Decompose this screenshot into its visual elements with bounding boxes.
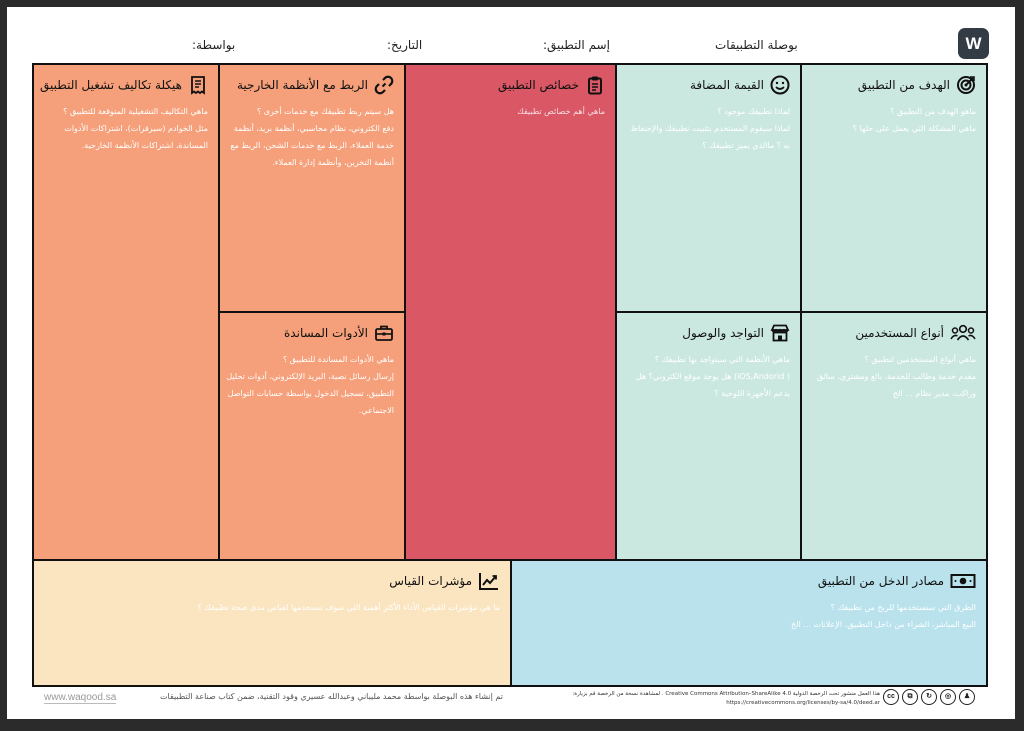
cell-kpi[interactable]: مؤشرات القياس ما هي مؤشرات القياس الأداء… [34,561,510,685]
license-line: هذا العمل منشور تحت الرخصة الدولية Creat… [572,691,880,697]
target-icon [956,75,976,95]
cell-tools-line: التطبيق، تسجيل الدخول بواسطة حسابات التو… [227,389,394,398]
license-text: هذا العمل منشور تحت الرخصة الدولية Creat… [572,690,880,708]
clipboard-icon [585,75,605,95]
cell-reach[interactable]: التواجد والوصول ماهي الأنظمة التي سيتواج… [617,313,800,559]
store-icon [770,323,790,343]
cc-icon: cc [883,689,899,705]
footer-credit: تم إنشاء هذه البوصلة بواسطة محمد مليباني… [160,692,503,701]
cell-goal[interactable]: الهدف من التطبيق ماهو الهدف من التطبيق ؟… [802,65,986,311]
cell-costs-line: مثل الخوادم (سيرفرات)، اشتراكات الأدوات [64,124,208,133]
cell-costs-title-row: هيكلة تكاليف تشغيل التطبيق [40,75,208,95]
cell-revenue-title: مصادر الدخل من التطبيق [817,574,944,588]
cell-value-line: به ؟ ماالذي يميز تطبيقك ؟ [702,141,790,150]
receipt-icon [188,75,208,95]
date-label: التاريخ: [387,38,423,52]
cell-reach-line: ( iOS,Andorid) هل يوجد موقع الكتروني؟ هل [635,372,790,381]
cell-value[interactable]: القيمة المضافة لماذا تطبيقك موجود ؟ لماذ… [617,65,800,311]
cell-features-line: ماهي أهم خصائص تطبيقك [517,107,605,116]
cell-features[interactable]: خصائص التطبيق ماهي أهم خصائص تطبيقك [406,65,615,559]
cc-license-icons: cc ⧉ ↻ ◎ ♟ [883,689,975,705]
cell-tools-line: ماهي الأدوات المساندة للتطبيق ؟ [282,355,394,364]
cell-costs[interactable]: هيكلة تكاليف تشغيل التطبيق ماهي التكاليف… [34,65,218,559]
nc-icon: ◎ [940,689,956,705]
cell-integrations-line: هل سيتم ربط تطبيقك مع خدمات أخرى ؟ [256,107,394,116]
cell-goal-title: الهدف من التطبيق [857,78,950,92]
cell-value-title-row: القيمة المضافة [627,75,790,95]
cell-costs-line: ماهي التكاليف التشغيلية المتوقعة للتطبيق… [63,107,208,116]
cell-goal-line: ماهو الهدف من التطبيق ؟ [890,107,976,116]
share-icon: ⧉ [902,689,918,705]
cell-users-line: مقدم خدمة وطالب للخدمة، بائع ومشتري، سائ… [816,372,976,381]
cell-features-title-row: خصائص التطبيق [416,75,605,95]
toolbox-icon [374,323,394,343]
cell-integrations-line: أنظمة التخزين، وأنظمة إدارة العملاء. [272,158,394,167]
cell-value-line: لماذا سيقوم المستخدم بتثبيت تطبيقك والإح… [630,124,790,133]
smiley-icon [770,75,790,95]
license-url[interactable]: https://creativecommons.org/licenses/by-… [726,700,880,706]
cell-revenue-title-row: مصادر الدخل من التطبيق [522,571,976,591]
cell-kpi-title-row: مؤشرات القياس [44,571,500,591]
cell-revenue[interactable]: مصادر الدخل من التطبيق الطرق التي ستستخد… [512,561,986,685]
banknote-icon [950,571,976,591]
cell-tools-title-row: الأدوات المساندة [230,323,394,343]
cell-integrations[interactable]: الربط مع الأنظمة الخارجية هل سيتم ربط تط… [220,65,404,311]
cell-reach-title-row: التواجد والوصول [627,323,790,343]
cell-costs-line: المساندة، اشتراكات الأنظمة الخارجية. [81,141,208,150]
attribution-icon: ♟ [959,689,975,705]
cell-revenue-line: البيع المباشر، الشراء من داخل التطبيق، ا… [791,620,976,629]
app-name-label: إسم التطبيق: [543,38,610,52]
cell-costs-title: هيكلة تكاليف تشغيل التطبيق [40,78,182,92]
cell-users[interactable]: أنواع المستخدمين ماهي أنواع المستخدمين ل… [802,313,986,559]
website-link[interactable]: www.waqood.sa [44,692,117,704]
trend-chart-icon [478,571,500,591]
cell-tools[interactable]: الأدوات المساندة ماهي الأدوات المساندة ل… [220,313,404,559]
cell-tools-line: إرسال رسائل نصية، البريد الإلكتروني، أدو… [226,372,394,381]
cell-revenue-line: الطرق التي ستستخدمها للربح من تطبيقك ؟ [830,603,976,612]
cell-goal-line: ماهي المشكلة التي يعمل على حلها ؟ [852,124,976,133]
cell-users-title-row: أنواع المستخدمين [812,323,976,343]
cell-integrations-title-row: الربط مع الأنظمة الخارجية [230,75,394,95]
users-icon [950,323,976,343]
cell-integrations-line: دفع الكتروني، نظام محاسبي، أنظمة بريد، أ… [233,124,394,133]
cell-kpi-title: مؤشرات القياس [389,574,472,588]
cell-goal-title-row: الهدف من التطبيق [812,75,976,95]
cell-users-title: أنواع المستخدمين [855,326,944,340]
cell-reach-line: ماهي الأنظمة التي سيتواجد بها تطبيقك ؟ [654,355,790,364]
cell-users-line: ماهي أنواع المستخدمين لتطبيق ؟ [864,355,976,364]
by-label: بواسطة: [192,38,236,52]
cell-reach-title: التواجد والوصول [682,326,764,340]
cell-reach-line: يدعم الأجهزة اللوحية ؟ [714,389,790,398]
canvas-title: بوصلة التطبيقات [715,38,798,52]
brand-logo: W [958,28,989,59]
cell-integrations-line: خدمة العملاء، الربط مع خدمات الشحن، الرب… [230,141,394,150]
cell-value-line: لماذا تطبيقك موجود ؟ [717,107,790,116]
cell-users-line: وراكب، مدير نظام ... الخ [892,389,976,398]
cell-features-title: خصائص التطبيق [497,78,579,92]
cell-tools-line: الاجتماعي. [358,406,394,415]
cell-tools-title: الأدوات المساندة [284,326,368,340]
cell-integrations-title: الربط مع الأنظمة الخارجية [237,78,368,92]
cell-kpi-line: ما هي مؤشرات القياس الأداء الأكثر أهمية … [197,603,500,612]
cell-value-title: القيمة المضافة [689,78,764,92]
remix-icon: ↻ [921,689,937,705]
compass-grid: الهدف من التطبيق ماهو الهدف من التطبيق ؟… [32,63,988,687]
link-icon [374,75,394,95]
